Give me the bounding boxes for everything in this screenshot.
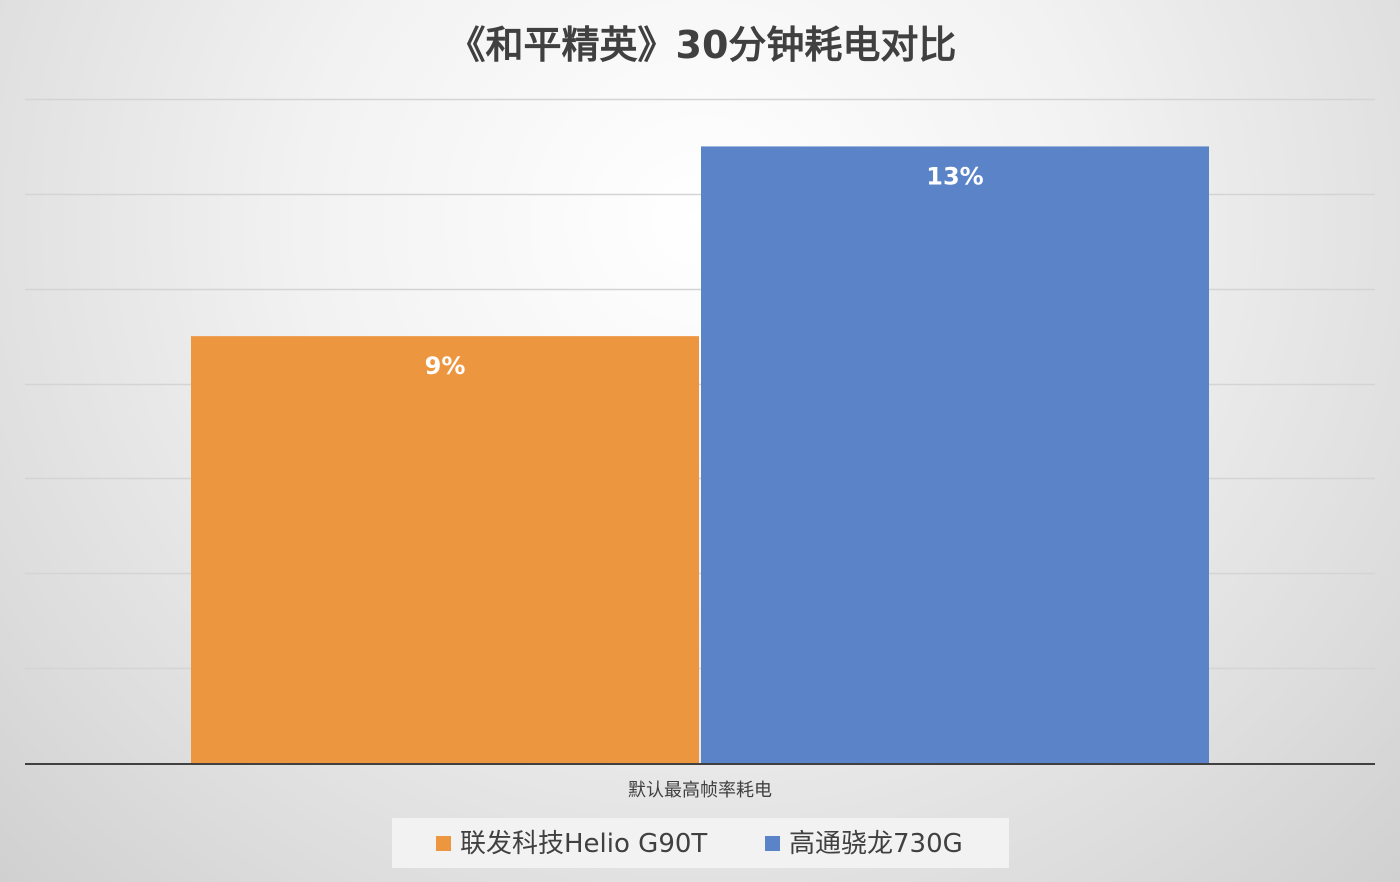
legend-swatch [436,836,451,851]
bars: 9% 13% [191,146,1209,763]
bar-value-label: 13% [926,162,983,190]
bar-value-label: 9% [425,352,466,380]
bar [191,336,699,763]
bar [701,146,1209,763]
legend-swatch [765,836,780,851]
category-label: 默认最高帧率耗电 [628,780,772,801]
legend-label: 高通骁龙730G [789,829,963,859]
legend-box [392,818,1009,868]
legend-label: 联发科技Helio G90T [460,829,707,859]
chart-title: 《和平精英》30分钟耗电对比 [448,23,957,67]
legend: 联发科技Helio G90T 高通骁龙730G [392,818,1009,868]
